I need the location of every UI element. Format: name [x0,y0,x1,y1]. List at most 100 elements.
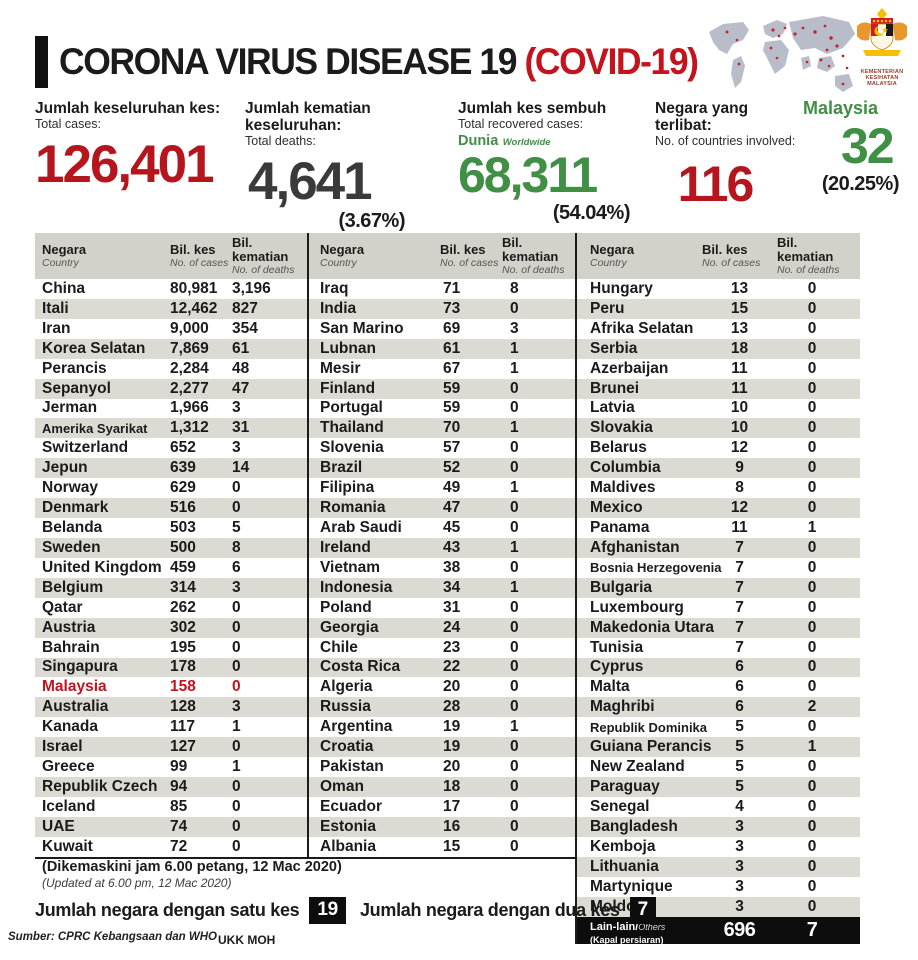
table-row: Singapura 178 0 [35,657,307,678]
table-row: Jepun 639 14 [35,458,307,479]
table-row: Sweden 500 8 [35,537,307,558]
table-row: Panama 11 1 [590,519,817,537]
header-deaths: Bil. kematian [502,235,559,264]
table-row: Estonia 16 0 [309,816,578,837]
table-row: San Marino 69 3 [320,319,519,337]
table-row: Croatia 19 0 [309,737,578,758]
table-header: Negara Country Bil. kes No. of cases Bil. … [35,233,307,279]
table-row: Peru 15 0 [577,298,860,319]
title-main: CORONA VIRUS DISEASE 19 [59,41,517,82]
stat-countries-involved: Negara yang terlibat: No. of countries i… [655,100,805,209]
stat-total-cases: Jumlah keseluruhan kes: Total cases: 126… [35,100,247,191]
table-row: Brazil 52 0 [309,458,578,479]
table-row: Russia 28 0 [309,697,578,718]
table-row: Tunisia 7 0 [590,638,817,656]
table-row: Lubnan 61 1 [309,338,578,359]
table-row: Kemboja 3 0 [590,837,817,855]
table-column-group-2: Negara Country Bil. kes No. of cases Bil. … [307,233,578,859]
countries-value: 116 [677,156,755,212]
table-row: Australia 128 3 [35,697,307,718]
table-row: Bosnia Herzegovenia 7 0 [590,558,817,576]
header-deaths: Bil. kematian [777,235,834,264]
table-row: Kuwait 72 0 [42,837,241,855]
source-note: Sumber: CPRC Kebangsaan dan WHO [8,931,217,943]
table-row: Iraq 71 8 [320,279,519,297]
table-column-group-3: Negara Country Bil. kes No. of cases Bil. … [575,233,860,945]
malaysia-value: 32 [841,118,895,174]
table-row: Slovenia 57 0 [320,439,519,457]
stat-label-en: No. of countries involved: [655,134,796,148]
header-country: Negara [320,242,365,257]
table-row: Belarus 12 0 [590,439,817,457]
updated-note-my: (Dikemaskini jam 6.00 petang, 12 Mac 202… [42,859,342,875]
header-country: Negara [590,242,635,257]
stat-label-en: Total deaths: [245,134,316,148]
table-row: Korea Selatan 7,869 61 [35,338,307,359]
total-deaths-pct: (3.67%) [338,210,405,232]
table-row: Republik Dominika 5 0 [590,718,817,736]
table-row: Sepanyol 2,277 47 [35,378,307,399]
table-row: India 73 0 [309,298,578,319]
table-row: Finland 59 0 [309,378,578,399]
table-row: Iran 9,000 354 [42,319,258,337]
header-deaths: Bil. kematian [232,235,289,264]
table-row: China 80,981 3,196 [42,279,271,297]
recovered-scope-en: Worldwide [502,137,551,148]
updated-note-en: (Updated at 6.00 pm, 12 Mac 2020) [42,876,232,890]
table-row: Bangladesh 3 0 [577,816,860,837]
table-row: Mesir 67 1 [320,359,519,377]
stat-label-en: Total cases: [35,117,102,131]
two-case-label: Jumlah negara dengan dua kes [359,900,620,920]
table-row: Argentina 19 1 [320,718,519,736]
table-row: Paraguay 5 0 [577,777,860,797]
table-row: Iceland 85 0 [42,797,241,815]
others-deaths: 7 [806,919,818,941]
stat-malaysia: Malaysia 32 (20.25%) [803,98,900,196]
credit-note: UKK MOH [218,933,276,947]
one-case-label: Jumlah negara dengan satu kes [35,900,300,920]
header-cases: Bil. kes [440,242,486,257]
table-row: Greece 99 1 [42,758,241,776]
recovered-pct: (54.04%) [552,202,631,224]
table-row: Columbia 9 0 [577,458,860,479]
table-row: Maghribi 6 2 [577,697,860,718]
table-row: Israel 127 0 [35,737,307,758]
table-row: Oman 18 0 [309,777,578,797]
table-row: Martynique 3 0 [590,877,817,895]
malaysia-label: Malaysia [803,98,879,118]
table-row: Ecuador 17 0 [320,797,519,815]
table-row: Belanda 503 5 [42,519,241,537]
table-row: Serbia 18 0 [577,338,860,359]
table-row: Algeria 20 0 [320,678,519,696]
table-row: UAE 74 0 [35,816,307,837]
world-map-icon [709,16,855,92]
stat-label-my: Jumlah keseluruhan kes: [35,100,221,117]
coat-of-arms-icon [857,8,907,56]
table-row: Malaysia 158 0 [42,678,241,696]
table-row: United Kingdom 459 6 [42,558,241,576]
table-row: Lithuania 3 0 [577,856,860,877]
stat-recovered: Jumlah kes sembuh Total recovered cases:… [458,100,644,225]
moh-malaysia-logo: KEMENTERIAN KESIHATAN MALAYSIA [850,6,914,98]
table-row: New Zealand 5 0 [590,758,817,776]
stat-total-deaths: Jumlah kematian keseluruhan: Total death… [245,100,457,233]
table-row: Malta 6 0 [590,678,817,696]
logo-caption: KEMENTERIAN KESIHATAN MALAYSIA [860,69,904,87]
header-cases: Bil. kes [170,242,216,257]
one-case-count-badge: 19 [309,897,346,924]
table-row: Kanada 117 1 [42,718,241,736]
table-body: China 80,981 3,196 Itali 12,462 827 Iran… [35,279,307,857]
single-double-case-summary: Jumlah negara dengan satu kes 19 Jumlah … [35,897,656,924]
table-row: Mexico 12 0 [577,498,860,519]
table-row: Republik Czech 94 0 [35,777,307,797]
total-cases-value: 126,401 [35,135,215,194]
two-case-count-badge: 7 [629,897,656,924]
table-column-group-1: Negara Country Bil. kes No. of cases Bil. … [35,233,307,859]
table-row: Maldives 8 0 [590,479,817,497]
others-label: Lain-lain/ [590,920,639,933]
table-row: Thailand 70 1 [309,418,578,439]
table-row: Arab Saudi 45 0 [320,519,519,537]
table-row: Guiana Perancis 5 1 [577,737,860,758]
stat-label-my: Jumlah kematian keseluruhan: [245,100,371,134]
